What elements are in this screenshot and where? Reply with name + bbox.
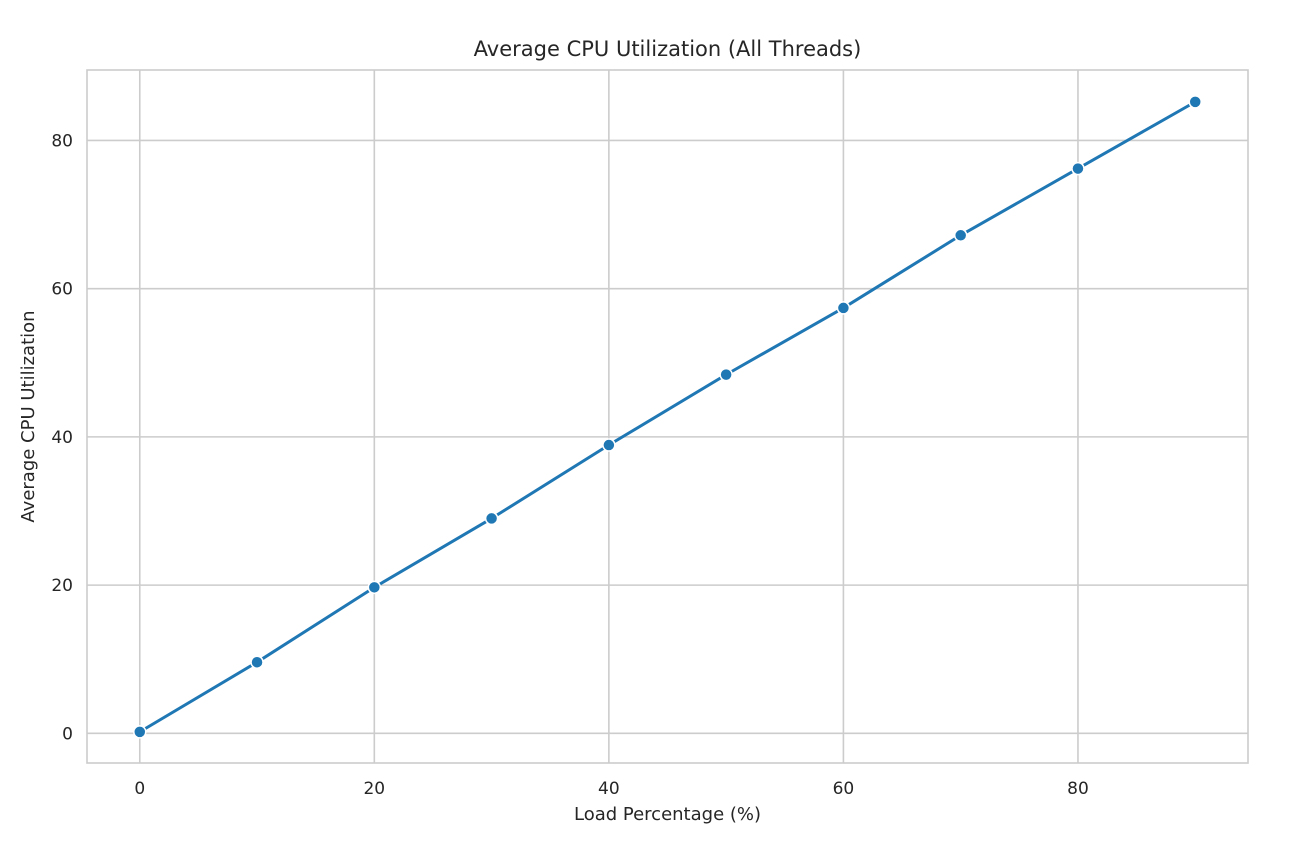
- y-tick-label: 20: [51, 576, 73, 596]
- grid-lines: [87, 70, 1248, 763]
- data-point: [250, 655, 264, 669]
- data-point: [602, 438, 616, 452]
- x-tick-label: 20: [363, 779, 385, 799]
- series-layer: [133, 95, 1202, 739]
- x-axis-label: Load Percentage (%): [574, 804, 761, 825]
- y-tick-label: 60: [51, 280, 73, 300]
- series-line: [138, 100, 1197, 734]
- data-point: [1071, 161, 1085, 176]
- data-point: [367, 580, 382, 595]
- data-point: [133, 725, 147, 739]
- data-point: [953, 228, 968, 243]
- x-tick-label: 60: [833, 779, 855, 799]
- data-point: [719, 367, 733, 382]
- y-tick-label: 80: [51, 131, 73, 151]
- y-axis-label: Average CPU Utilization: [18, 310, 39, 522]
- y-tick-label: 0: [62, 724, 73, 744]
- x-tick-label: 80: [1067, 779, 1089, 799]
- data-point: [484, 511, 499, 526]
- axes-frame: [86, 69, 1249, 764]
- data-point: [836, 301, 851, 315]
- tick-labels: 0 20 40 60 80 0 20 40 60 80: [51, 131, 1088, 799]
- x-tick-label: 40: [598, 779, 620, 799]
- chart-title: Average CPU Utilization (All Threads): [474, 37, 862, 61]
- x-tick-label: 0: [134, 779, 145, 799]
- y-tick-label: 40: [51, 428, 73, 448]
- data-point: [1188, 95, 1202, 109]
